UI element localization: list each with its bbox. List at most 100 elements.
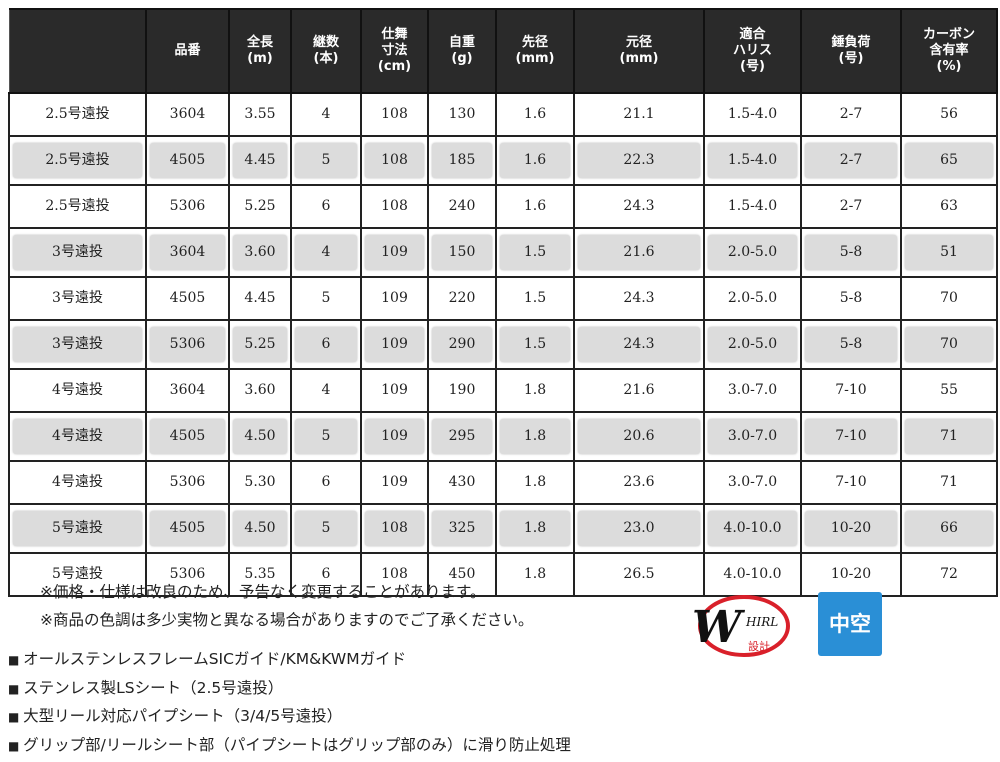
column-header: カーボン 含有率 (%) xyxy=(900,8,998,94)
table-cell: 2-7 xyxy=(800,92,902,137)
table-cell: 6 xyxy=(290,184,362,229)
cell-value: 1.8 xyxy=(523,566,547,582)
cell-value: 24.3 xyxy=(623,290,655,306)
cell-value: 2.5号遠投 xyxy=(45,106,110,122)
cell-value: 20.6 xyxy=(578,419,700,454)
cell-value: 109 xyxy=(365,419,424,454)
table-cell: 26.5 xyxy=(573,552,705,597)
cell-value: 5.25 xyxy=(233,327,287,362)
table-cell: 1.5-4.0 xyxy=(703,184,802,229)
table-cell: 4.50 xyxy=(228,411,292,462)
cell-value: 2.0-5.0 xyxy=(708,327,797,362)
table-cell: 1.5 xyxy=(495,276,575,321)
table-cell: 24.3 xyxy=(573,276,705,321)
cell-value: 1.5-4.0 xyxy=(708,143,797,178)
cell-value: 4505 xyxy=(150,511,225,546)
table-cell: 108 xyxy=(360,552,429,597)
table-cell: 5306 xyxy=(145,552,230,597)
cell-value: 108 xyxy=(381,198,408,214)
cell-value: 5306 xyxy=(169,566,206,582)
cell-value: 4.50 xyxy=(233,419,287,454)
feature-item: オールステンレスフレームSICガイド/KM&KWMガイド xyxy=(8,646,571,675)
table-cell: 1.5-4.0 xyxy=(703,92,802,137)
table-cell: 1.5 xyxy=(495,319,575,370)
table-cell: 4505 xyxy=(145,503,230,554)
table-cell: 21.6 xyxy=(573,368,705,413)
svg-text:設計: 設計 xyxy=(748,639,770,653)
cell-value: 63 xyxy=(940,198,958,214)
table-cell: 20.6 xyxy=(573,411,705,462)
table-cell: 4505 xyxy=(145,411,230,462)
cell-value: 6 xyxy=(295,327,357,362)
table-cell: 1.5 xyxy=(495,227,575,278)
cell-value: 109 xyxy=(381,474,408,490)
table-row: 5号遠投 4505 4.50 5 108 325 1.8 23.0 4.0-10.0 10-20 6… xyxy=(8,503,998,554)
cell-value: 5306 xyxy=(169,474,206,490)
column-header: 適合 ハリス (号) xyxy=(703,8,802,94)
table-cell: 1.6 xyxy=(495,92,575,137)
cell-value: 3号遠投 xyxy=(13,235,142,270)
table-cell: 4 xyxy=(290,368,362,413)
table-cell: 3.0-7.0 xyxy=(703,368,802,413)
cell-value: 4.45 xyxy=(233,143,287,178)
table-cell: 4.50 xyxy=(228,503,292,554)
table-cell: 63 xyxy=(900,184,998,229)
cell-value: 7-10 xyxy=(805,419,897,454)
feature-item: ステンレス製LSシート（2.5号遠投） xyxy=(8,675,571,704)
table-cell: 240 xyxy=(427,184,497,229)
table-cell: 23.6 xyxy=(573,460,705,505)
cell-value: 3.0-7.0 xyxy=(708,419,797,454)
cell-value: 5.35 xyxy=(244,566,276,582)
cell-value: 1.5 xyxy=(523,290,547,306)
cell-value: 5-8 xyxy=(805,327,897,362)
table-row: 4号遠投 4505 4.50 5 109 295 1.8 20.6 3.0-7.0 7-10 71 xyxy=(8,411,998,462)
cell-value: 4 xyxy=(295,235,357,270)
notes: ※価格・仕様は改良のため、予告なく変更することがあります。 ※商品の色調は多少実… xyxy=(40,578,534,634)
cell-value: 1.5-4.0 xyxy=(727,106,778,122)
cell-value: 3.0-7.0 xyxy=(727,382,778,398)
table-cell: 4.0-10.0 xyxy=(703,552,802,597)
table-cell: 220 xyxy=(427,276,497,321)
table-cell: 1.8 xyxy=(495,460,575,505)
table-cell: 22.3 xyxy=(573,135,705,186)
cell-value: 4.50 xyxy=(233,511,287,546)
cell-value: 70 xyxy=(905,327,993,362)
table-cell: 108 xyxy=(360,135,429,186)
table-cell: 5 xyxy=(290,503,362,554)
cell-value: 5.30 xyxy=(244,474,276,490)
table-cell: 3号遠投 xyxy=(8,319,147,370)
table-cell: 24.3 xyxy=(573,319,705,370)
cell-value: 109 xyxy=(365,235,424,270)
column-header xyxy=(8,8,147,94)
column-header: 継数 (本) xyxy=(290,8,362,94)
cell-value: 3.0-7.0 xyxy=(727,474,778,490)
table-cell: 430 xyxy=(427,460,497,505)
cell-value: 3.60 xyxy=(233,235,287,270)
cell-value: 4.45 xyxy=(244,290,276,306)
cell-value: 3号遠投 xyxy=(13,327,142,362)
svg-text:HIRL: HIRL xyxy=(745,615,778,629)
svg-text:W: W xyxy=(692,602,746,653)
cell-value: 3.60 xyxy=(244,382,276,398)
cell-value: 1.5 xyxy=(500,235,570,270)
cell-value: 1.6 xyxy=(523,198,547,214)
table-cell: 3604 xyxy=(145,368,230,413)
table-cell: 51 xyxy=(900,227,998,278)
column-header: 仕舞 寸法 (cm) xyxy=(360,8,429,94)
cell-value: 1.8 xyxy=(500,511,570,546)
table-cell: 10-20 xyxy=(800,552,902,597)
cell-value: 22.3 xyxy=(578,143,700,178)
table-cell: 2-7 xyxy=(800,135,902,186)
table-cell: 65 xyxy=(900,135,998,186)
cell-value: 5号遠投 xyxy=(13,511,142,546)
cell-value: 56 xyxy=(940,106,958,122)
table-cell: 2.0-5.0 xyxy=(703,319,802,370)
table-cell: 23.0 xyxy=(573,503,705,554)
table-cell: 2.0-5.0 xyxy=(703,276,802,321)
cell-value: 21.6 xyxy=(578,235,700,270)
table-cell: 3.60 xyxy=(228,227,292,278)
table-row: 2.5号遠投 5306 5.25 6 108 240 1.6 24.3 1.5-4.0 2-7 63 xyxy=(8,184,998,229)
table-cell: 56 xyxy=(900,92,998,137)
cell-value: 24.3 xyxy=(578,327,700,362)
cell-value: 72 xyxy=(940,566,958,582)
